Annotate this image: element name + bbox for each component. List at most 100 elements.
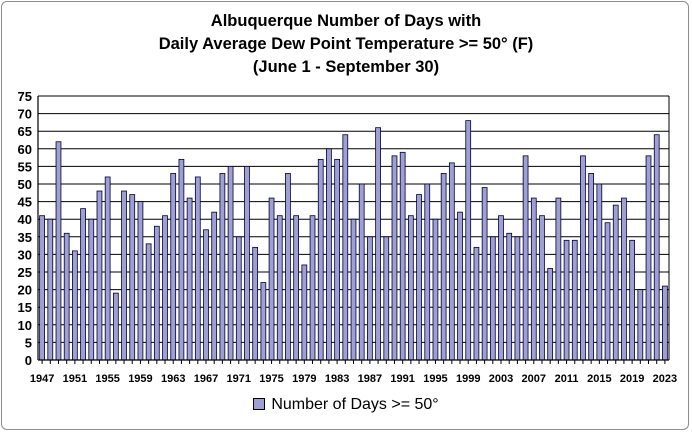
bar-1954 xyxy=(96,190,103,361)
bar-1999 xyxy=(465,120,472,361)
y-tick-label: 25 xyxy=(18,265,32,280)
bar-1986 xyxy=(358,183,365,361)
y-tick-label: 75 xyxy=(18,89,32,104)
y-tick-label: 10 xyxy=(18,318,32,333)
bar-2011 xyxy=(563,239,570,361)
x-tick-label: 1987 xyxy=(358,373,382,385)
bar-2005 xyxy=(514,236,521,361)
bar-1948 xyxy=(47,218,54,361)
bar-1969 xyxy=(219,173,226,361)
bar-1998 xyxy=(457,211,463,361)
bar-1964 xyxy=(178,158,185,361)
bar-1987 xyxy=(367,236,373,361)
bar-2020 xyxy=(637,289,644,361)
bar-2022 xyxy=(653,134,660,361)
bar-1972 xyxy=(244,165,250,361)
x-tick-label: 2011 xyxy=(555,373,579,385)
bar-2017 xyxy=(612,204,619,361)
bar-1950 xyxy=(63,232,70,361)
bar-1981 xyxy=(317,158,324,361)
chart-title-line-2: Daily Average Dew Point Temperature >= 5… xyxy=(158,35,534,53)
legend-label: Number of Days >= 50° xyxy=(271,396,439,413)
y-tick-label: 35 xyxy=(18,230,32,245)
bar-1977 xyxy=(285,173,291,361)
legend-swatch xyxy=(253,397,266,410)
bar-2000 xyxy=(473,246,480,361)
bar-2015 xyxy=(596,183,603,361)
y-tick-label: 55 xyxy=(18,159,32,174)
y-tick-label: 50 xyxy=(18,177,32,192)
bar-1965 xyxy=(186,197,193,361)
x-tick-label: 1947 xyxy=(30,373,54,385)
bar-1979 xyxy=(301,264,308,361)
x-tick-label: 2015 xyxy=(587,373,611,385)
x-tick-label: 1963 xyxy=(161,373,185,385)
y-tick-label: 70 xyxy=(18,107,32,122)
bar-1996 xyxy=(440,173,447,361)
bar-2001 xyxy=(481,187,488,361)
bar-1962 xyxy=(162,215,168,361)
y-tick-label: 45 xyxy=(18,195,32,210)
bar-1967 xyxy=(203,229,209,361)
bar-1985 xyxy=(350,218,357,361)
bar-2008 xyxy=(539,215,545,361)
y-tick-label: 40 xyxy=(18,212,32,227)
x-tick-label: 2003 xyxy=(489,373,513,385)
chart-title-line-1: Albuquerque Number of Days with xyxy=(210,12,482,30)
x-tick-label: 1995 xyxy=(423,373,447,385)
bar-1970 xyxy=(227,165,234,361)
bar-2006 xyxy=(522,155,529,361)
x-tick-label: 2023 xyxy=(653,373,677,385)
bar-1989 xyxy=(383,236,390,361)
x-tick-label: 1959 xyxy=(128,373,152,385)
bar-1973 xyxy=(252,246,259,361)
bar-1947 xyxy=(39,215,45,361)
bar-1957 xyxy=(121,190,127,361)
bar-1994 xyxy=(424,183,431,361)
bar-1959 xyxy=(137,201,144,361)
bar-1978 xyxy=(293,215,299,361)
bar-1955 xyxy=(104,176,111,361)
bar-1982 xyxy=(326,148,332,361)
bar-2016 xyxy=(604,222,611,361)
x-tick-label: 2007 xyxy=(522,373,546,385)
bar-1983 xyxy=(334,158,340,361)
y-tick-label: 65 xyxy=(18,124,32,139)
bar-1968 xyxy=(211,211,218,361)
bar-2003 xyxy=(498,215,504,361)
bar-1952 xyxy=(80,208,86,361)
bar-1960 xyxy=(145,243,152,361)
y-tick-label: 15 xyxy=(18,300,32,315)
bar-1951 xyxy=(72,250,78,361)
bar-2007 xyxy=(530,197,537,361)
x-tick-label: 1983 xyxy=(325,373,349,385)
bar-2018 xyxy=(621,197,627,361)
bar-1997 xyxy=(448,162,455,361)
bar-1976 xyxy=(276,215,283,361)
x-tick-label: 1955 xyxy=(95,373,119,385)
bar-1990 xyxy=(391,155,398,361)
y-tick-label: 20 xyxy=(18,283,32,298)
y-tick-label: 30 xyxy=(18,247,32,262)
bar-2019 xyxy=(629,239,635,361)
x-tick-label: 1967 xyxy=(194,373,218,385)
bar-2023 xyxy=(662,285,668,361)
chart-title: Albuquerque Number of Days with Daily Av… xyxy=(0,10,692,79)
legend: Number of Days >= 50° xyxy=(0,396,692,414)
bar-1974 xyxy=(260,282,267,361)
bar-1956 xyxy=(112,292,119,361)
y-tick-label: 0 xyxy=(25,353,32,368)
y-tick-label: 5 xyxy=(25,335,32,350)
bar-1980 xyxy=(309,215,316,361)
bar-2002 xyxy=(489,236,496,361)
bar-1963 xyxy=(170,173,177,361)
x-tick-label: 1975 xyxy=(259,373,283,385)
bar-2014 xyxy=(588,173,595,361)
bar-2004 xyxy=(506,232,513,361)
bar-2013 xyxy=(580,155,586,361)
x-tick-label: 1979 xyxy=(292,373,316,385)
bar-1991 xyxy=(399,151,406,361)
y-tick-label: 60 xyxy=(18,142,32,157)
bar-1992 xyxy=(408,215,414,361)
bar-1988 xyxy=(375,127,381,361)
